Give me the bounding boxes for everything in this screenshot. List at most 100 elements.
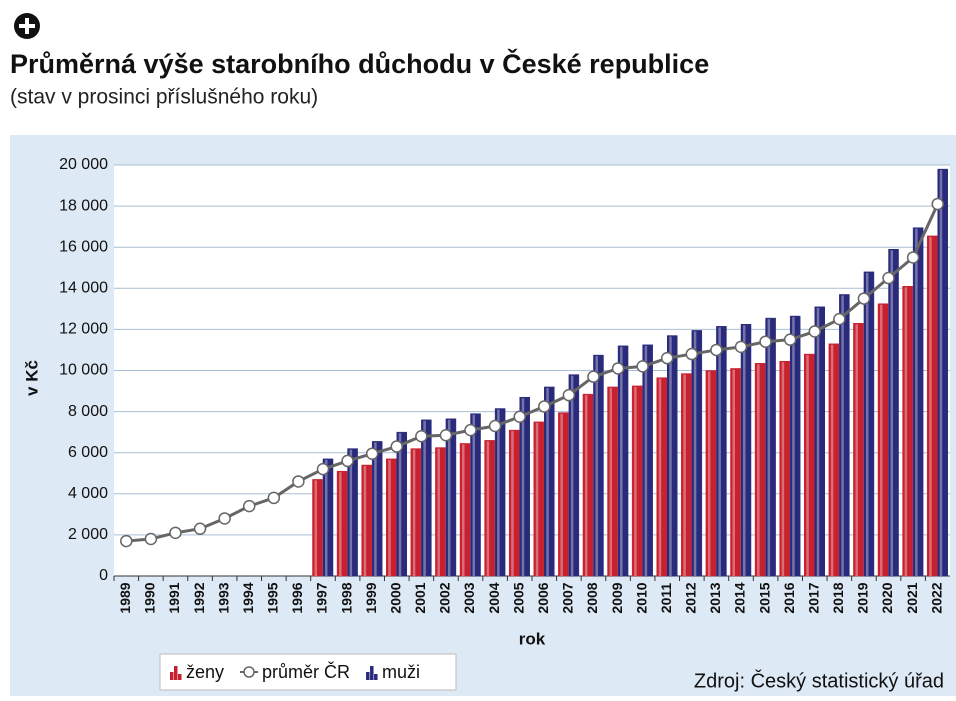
x-tick-label: 1995 (265, 582, 281, 613)
y-tick-label: 0 (99, 567, 108, 584)
bar (607, 386, 618, 577)
line-marker (808, 325, 822, 338)
x-tick-label: 2002 (437, 582, 453, 613)
x-tick-label: 1990 (142, 582, 158, 613)
line-marker (488, 419, 502, 433)
line-marker (685, 347, 699, 361)
line-marker (193, 522, 207, 535)
bar (888, 249, 899, 577)
y-tick-label: 2 000 (68, 526, 108, 543)
line-marker (783, 333, 797, 346)
bar (656, 377, 667, 577)
line-marker (882, 271, 895, 285)
legend-swatch (170, 672, 174, 680)
line-marker (636, 360, 649, 373)
line-marker (267, 491, 281, 505)
line-marker (218, 512, 231, 525)
bar (853, 322, 864, 577)
bar (470, 413, 481, 577)
line-marker (120, 534, 133, 548)
line-marker (365, 447, 379, 460)
x-tick-label: 2019 (855, 582, 871, 613)
bar (681, 373, 692, 577)
bar (877, 303, 889, 577)
line-marker (611, 362, 625, 375)
bar (558, 412, 569, 577)
bar (789, 315, 801, 577)
bar (336, 470, 348, 577)
line-marker (144, 532, 158, 546)
line-marker (341, 454, 354, 468)
x-tick-label: 2006 (535, 582, 551, 613)
bar (839, 294, 850, 577)
line-marker (169, 526, 182, 540)
bar (740, 324, 752, 577)
line-marker (660, 351, 674, 365)
line-marker (439, 428, 453, 442)
legend (159, 653, 457, 691)
y-tick-label: 6 000 (68, 444, 108, 461)
x-tick-label: 2012 (683, 582, 699, 613)
bar (765, 317, 776, 577)
line-marker (415, 430, 428, 443)
bar (544, 386, 555, 577)
bar (705, 370, 717, 577)
x-tick-label: 2018 (830, 582, 846, 613)
x-tick-label: 2011 (658, 583, 674, 614)
line-marker (587, 370, 600, 383)
line-marker (242, 499, 256, 513)
x-tick-label: 1994 (240, 582, 256, 613)
y-tick-label: 18 000 (59, 197, 108, 214)
bar (754, 363, 766, 577)
bar (445, 418, 457, 577)
line-marker (292, 475, 305, 488)
bar (642, 344, 653, 577)
y-tick-label: 4 000 (68, 485, 108, 502)
line-marker (538, 400, 551, 413)
bar (322, 458, 334, 577)
bar (926, 235, 938, 577)
bar (814, 306, 826, 577)
legend-swatch (374, 674, 378, 680)
bar (691, 330, 703, 577)
x-tick-label: 1999 (363, 582, 379, 613)
bar (312, 479, 323, 577)
x-tick-label: 2003 (461, 582, 477, 613)
x-tick-label: 1992 (191, 582, 207, 613)
bar (631, 385, 643, 577)
legend-swatch (243, 666, 255, 678)
bar (617, 345, 629, 577)
line (126, 203, 940, 543)
bar (410, 448, 422, 577)
bar (371, 441, 383, 577)
x-tick-label: 2017 (805, 582, 821, 613)
bar (666, 335, 678, 577)
line-marker (833, 312, 846, 326)
legend-swatch (174, 666, 178, 680)
x-tick-label: 2021 (904, 582, 920, 613)
legend-label: průměr ČR (262, 661, 350, 682)
line-marker (464, 423, 477, 437)
x-tick-label: 1989 (117, 582, 133, 613)
y-tick-label: 16 000 (59, 238, 108, 255)
bar (459, 443, 471, 577)
line-marker (931, 197, 944, 211)
y-tick-label: 12 000 (59, 321, 108, 338)
legend-swatch (370, 666, 374, 680)
source: Zdroj: Český statistický úřad (694, 669, 944, 692)
bar (902, 285, 913, 577)
bar (779, 361, 790, 577)
x-tick-label: 2000 (387, 582, 403, 613)
x-tick-label: 1991 (166, 582, 182, 613)
x-tick-label: 2007 (560, 582, 576, 613)
line-marker (710, 343, 723, 357)
bar (421, 419, 432, 577)
bar (568, 374, 580, 577)
bar (533, 421, 545, 577)
x-tick-label: 1998 (338, 582, 354, 613)
legend-swatch (178, 674, 182, 680)
bar (937, 168, 948, 577)
x-tick-label: 2009 (609, 582, 625, 613)
y-tick-label: 14 000 (59, 280, 108, 297)
